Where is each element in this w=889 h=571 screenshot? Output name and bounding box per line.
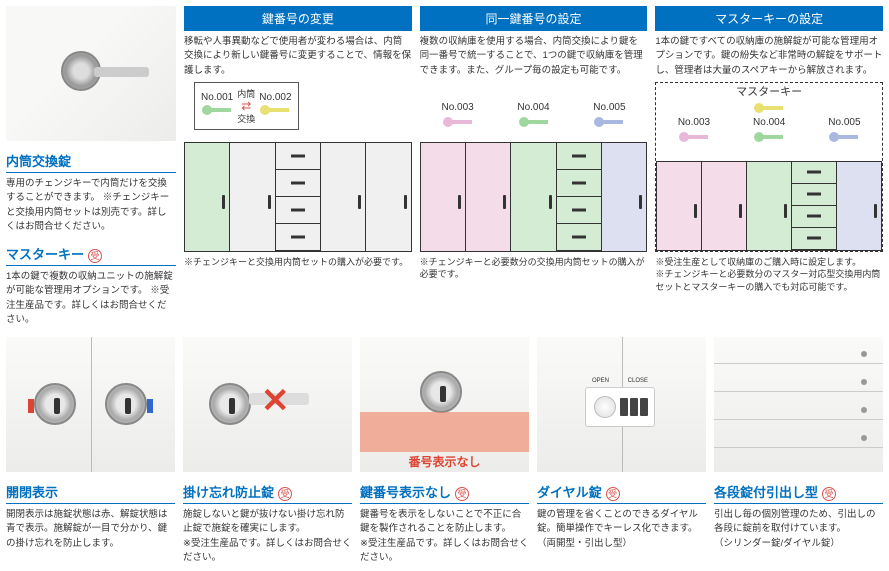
key-icon: [754, 130, 784, 144]
bot-title-0: 開閉表示: [6, 478, 175, 504]
diagram-master: マスターキー No.003 No.004 No.005: [655, 82, 883, 252]
key-icon: [829, 130, 859, 144]
note-1: ※チェンジキーと交換用内筒セットの購入が必要です。: [184, 256, 412, 269]
keylock-photo: [6, 6, 176, 141]
tab-head-2: 同一鍵番号の設定: [420, 6, 648, 31]
key-no002: No.002: [259, 92, 291, 103]
diagram-keychange: No.001 内筒⇄交換 No.002: [184, 82, 412, 252]
img-forget: ✕: [183, 337, 352, 472]
master-label: マスターキー: [660, 83, 878, 99]
key-icon: [679, 130, 709, 144]
key-icon: [202, 103, 232, 117]
key-icon: [443, 115, 473, 129]
img-openclose: [6, 337, 175, 472]
tab-head-1: 鍵番号の変更: [184, 6, 412, 31]
bot-title-2: 鍵番号表示なし受: [360, 478, 529, 504]
bot-desc-1: 施錠しないと鍵が抜けない掛け忘れ防止錠で施錠を確実にします。 ※受注生産品です。…: [183, 508, 352, 565]
img-dial: OPEN CLOSE: [537, 337, 706, 472]
key-icon: [260, 103, 290, 117]
note-3: ※受注生産として収納庫のご購入時に設定します。 ※チェンジキーと必要数分のマスタ…: [655, 256, 883, 294]
bot-desc-2: 鍵番号を表示をしないことで不正に合鍵を製作されることを防止します。 ※受注生産品…: [360, 508, 529, 565]
diagram-samekey: No.003 No.004 No.005: [420, 82, 648, 252]
bot-title-3: ダイヤル錠受: [537, 478, 706, 504]
lock-icon: [61, 51, 101, 91]
key-icon: [754, 101, 784, 115]
bot-desc-0: 開閉表示は施錠状態は赤、解錠状態は青で表示。施解錠が一目で分かり、鍵の掛け忘れを…: [6, 508, 175, 551]
overlay-nonumber: 番号表示なし: [360, 453, 529, 470]
tab-desc-1: 移転や人事異動などで使用者が変わる場合は、内筒交換により新しい鍵番号に変更するこ…: [184, 35, 412, 78]
bot-desc-3: 鍵の管理を省くことのできるダイヤル錠。簡単操作でキーレス化できます。 （両開型・…: [537, 508, 706, 551]
section-title-naito: 内筒交換錠: [6, 147, 176, 173]
badge-order: 受: [88, 249, 102, 263]
key-no001: No.001: [201, 92, 233, 103]
img-nonumber: 番号表示なし: [360, 337, 529, 472]
tab-desc-3: 1本の鍵ですべての収納庫の施解錠が可能な管理用オプションです。鍵の紛失など非常時…: [655, 35, 883, 78]
tab-desc-2: 複数の収納庫を使用する場合、内筒交換により鍵を同一番号で統一することで、1つの鍵…: [420, 35, 648, 78]
bot-title-1: 掛け忘れ防止錠受: [183, 478, 352, 504]
desc-naito: 専用のチェンジキーで内筒だけを交換することができます。 ※チェンジキーと交換用内…: [6, 177, 176, 234]
tab-head-3: マスターキーの設定: [655, 6, 883, 31]
note-2: ※チェンジキーと必要数分の交換用内筒セットの購入が必要です。: [420, 256, 648, 281]
key-icon: [519, 115, 549, 129]
section-title-master: マスターキー受: [6, 240, 176, 266]
bot-title-4: 各段錠付引出し型受: [714, 478, 883, 504]
img-drawer: [714, 337, 883, 472]
dial-lock: OPEN CLOSE: [585, 387, 655, 427]
desc-master: 1本の鍵で複数の収納ユニットの施解錠が可能な管理用オプションです。 ※受注生産品…: [6, 270, 176, 327]
key-icon: [594, 115, 624, 129]
bot-desc-4: 引出し毎の個別管理のため、引出しの各段に錠前を取付けています。 （シリンダー錠/…: [714, 508, 883, 551]
